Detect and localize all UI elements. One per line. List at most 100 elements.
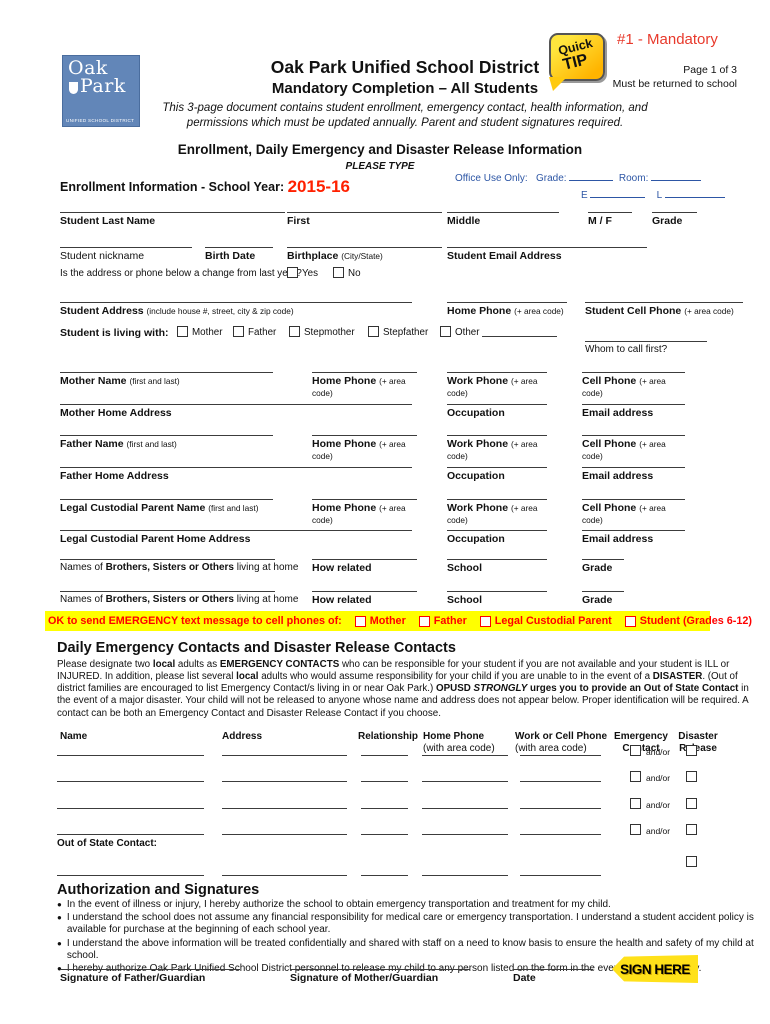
student-middle-name-field[interactable]: Middle — [447, 212, 559, 227]
contact-1-name-field[interactable] — [57, 746, 204, 756]
contact-1-emergency-checkbox[interactable] — [630, 745, 641, 756]
contact-4-work-phone-field[interactable] — [520, 825, 601, 835]
living-other-field[interactable] — [482, 327, 557, 337]
oos-name-field[interactable] — [57, 866, 204, 876]
father-cell-phone-field[interactable]: Cell Phone (+ area code) — [582, 435, 685, 462]
mother-home-phone-field[interactable]: Home Phone (+ area code) — [312, 372, 417, 399]
emtext-father-checkbox[interactable] — [418, 615, 430, 627]
father-signature-field[interactable]: Signature of Father/Guardian — [60, 969, 240, 984]
whom-to-call-field[interactable]: Whom to call first? — [585, 341, 707, 356]
emtext-legal-checkbox[interactable] — [479, 615, 491, 627]
emtext-student-checkbox[interactable] — [624, 615, 636, 627]
student-first-name-field[interactable]: First — [287, 212, 442, 227]
sibling-1-related-field[interactable]: How related — [312, 559, 417, 574]
legal-occupation-field[interactable]: Occupation — [447, 530, 547, 545]
legal-cell-phone-field[interactable]: Cell Phone (+ area code) — [582, 499, 685, 526]
contact-2-work-phone-field[interactable] — [520, 772, 601, 782]
mother-cell-phone-field[interactable]: Cell Phone (+ area code) — [582, 372, 685, 399]
contact-4-home-phone-field[interactable] — [422, 825, 508, 835]
legal-address-field[interactable]: Legal Custodial Parent Home Address — [60, 530, 412, 545]
legal-work-phone-field[interactable]: Work Phone (+ area code) — [447, 499, 547, 526]
mother-occupation-field[interactable]: Occupation — [447, 404, 547, 419]
living-father-checkbox[interactable] — [233, 326, 244, 337]
legal-parent-name-field[interactable]: Legal Custodial Parent Name (first and l… — [60, 499, 273, 514]
contacts-section-title: Daily Emergency Contacts and Disaster Re… — [57, 640, 456, 656]
contact-1-relationship-field[interactable] — [361, 746, 408, 756]
student-email-field[interactable]: Student Email Address — [447, 247, 647, 262]
father-email-field[interactable]: Email address — [582, 467, 685, 482]
sibling-2-name-field[interactable]: Names of Brothers, Sisters or Others liv… — [60, 591, 298, 606]
oos-address-field[interactable] — [222, 866, 347, 876]
sibling-2-related-field[interactable]: How related — [312, 591, 417, 606]
contact-1-disaster-checkbox[interactable] — [686, 745, 697, 756]
father-work-phone-field[interactable]: Work Phone (+ area code) — [447, 435, 547, 462]
nickname-field[interactable]: Student nickname — [60, 247, 192, 262]
contact-2-relationship-field[interactable] — [361, 772, 408, 782]
grade-field[interactable]: Grade — [652, 212, 697, 227]
sibling-2-school-field[interactable]: School — [447, 591, 547, 606]
legal-home-phone-field[interactable]: Home Phone (+ area code) — [312, 499, 417, 526]
contact-2-name-field[interactable] — [57, 772, 204, 782]
birthplace-field[interactable]: Birthplace (City/State) — [287, 247, 442, 262]
birth-date-field[interactable]: Birth Date — [205, 247, 273, 262]
contact-4-disaster-checkbox[interactable] — [686, 824, 697, 835]
mother-name-field[interactable]: Mother Name (first and last) — [60, 372, 273, 387]
contact-1-work-phone-field[interactable] — [520, 746, 601, 756]
change-yes-checkbox[interactable] — [287, 267, 298, 278]
office-grade-field[interactable] — [569, 172, 614, 181]
student-address-field[interactable]: Student Address (include house #, street… — [60, 302, 412, 317]
contact-1-address-field[interactable] — [222, 746, 347, 756]
office-l-field[interactable] — [664, 189, 725, 198]
contact-2-disaster-checkbox[interactable] — [686, 771, 697, 782]
sibling-1-grade-field[interactable]: Grade — [582, 559, 624, 574]
living-other-checkbox[interactable] — [440, 326, 451, 337]
office-room-field[interactable] — [651, 172, 702, 181]
living-mother-checkbox[interactable] — [177, 326, 188, 337]
contact-4-emergency-checkbox[interactable] — [630, 824, 641, 835]
contact-3-name-field[interactable] — [57, 799, 204, 809]
living-stepmother-checkbox[interactable] — [289, 326, 300, 337]
contact-2-address-field[interactable] — [222, 772, 347, 782]
home-phone-field[interactable]: Home Phone (+ area code) — [447, 302, 567, 317]
sibling-1-school-field[interactable]: School — [447, 559, 547, 574]
mother-work-phone-field[interactable]: Work Phone (+ area code) — [447, 372, 547, 399]
contact-1-home-phone-field[interactable] — [422, 746, 508, 756]
sibling-1-name-field[interactable]: Names of Brothers, Sisters or Others liv… — [60, 559, 298, 574]
contact-4-name-field[interactable] — [57, 825, 204, 835]
father-name-field[interactable]: Father Name (first and last) — [60, 435, 273, 450]
father-occupation-field[interactable]: Occupation — [447, 467, 547, 482]
contact-2-home-phone-field[interactable] — [422, 772, 508, 782]
emtext-mother-checkbox[interactable] — [354, 615, 366, 627]
contact-3-home-phone-field[interactable] — [422, 799, 508, 809]
contact-4-address-field[interactable] — [222, 825, 347, 835]
oos-relationship-field[interactable] — [361, 866, 408, 876]
mother-signature-field[interactable]: Signature of Mother/Guardian — [290, 969, 470, 984]
contact-3-emergency-checkbox[interactable] — [630, 798, 641, 809]
oos-work-phone-field[interactable] — [520, 866, 601, 876]
emergency-text-label: OK to send EMERGENCY text message to cel… — [48, 615, 342, 627]
living-stepfather-checkbox[interactable] — [368, 326, 379, 337]
contact-3-work-phone-field[interactable] — [520, 799, 601, 809]
oos-home-phone-field[interactable] — [422, 866, 508, 876]
legal-work-phone-note: (+ area code) — [447, 503, 538, 526]
oos-disaster-checkbox[interactable] — [686, 856, 697, 867]
sibling-2-grade-field[interactable]: Grade — [582, 591, 624, 606]
father-address-field[interactable]: Father Home Address — [60, 467, 412, 482]
date-field[interactable]: Date — [513, 969, 593, 984]
change-no-checkbox[interactable] — [333, 267, 344, 278]
contact-3-disaster-checkbox[interactable] — [686, 798, 697, 809]
father-home-phone-field[interactable]: Home Phone (+ area code) — [312, 435, 417, 462]
address-change-question: Is the address or phone below a change f… — [60, 268, 302, 279]
legal-email-field[interactable]: Email address — [582, 530, 685, 545]
contact-3-address-field[interactable] — [222, 799, 347, 809]
contact-2-emergency-checkbox[interactable] — [630, 771, 641, 782]
legal-parent-name-note: (first and last) — [208, 503, 259, 513]
student-last-name-field[interactable]: Student Last Name — [60, 212, 285, 227]
gender-field[interactable]: M / F — [588, 212, 632, 227]
contact-3-relationship-field[interactable] — [361, 799, 408, 809]
mother-email-field[interactable]: Email address — [582, 404, 685, 419]
mother-address-field[interactable]: Mother Home Address — [60, 404, 412, 419]
office-e-field[interactable] — [590, 189, 646, 198]
contact-4-relationship-field[interactable] — [361, 825, 408, 835]
student-cell-field[interactable]: Student Cell Phone (+ area code) — [585, 302, 743, 317]
